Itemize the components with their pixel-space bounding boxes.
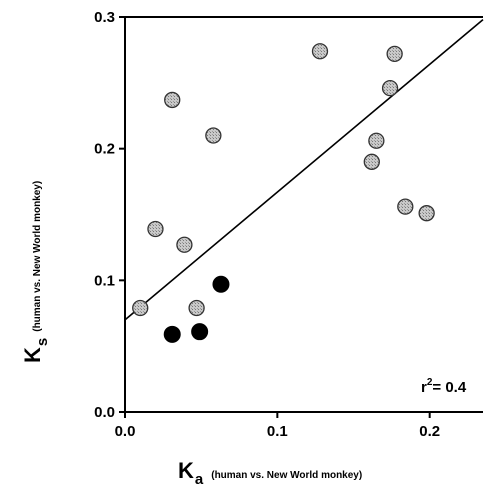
- data-point-grey: [188, 299, 205, 317]
- x-axis-label: Ka (human vs. New World monkey): [178, 458, 362, 488]
- y-tick-label: 0.2: [94, 141, 115, 158]
- x-tick-label: 0.1: [267, 423, 288, 440]
- y-tick-label: 0.1: [94, 272, 115, 289]
- data-point-grey: [176, 236, 193, 253]
- data-point-grey: [368, 132, 385, 149]
- y-tick-label: 0.0: [94, 404, 115, 421]
- y-axis-label-sub: s: [34, 338, 51, 346]
- data-point-black: [163, 325, 181, 343]
- data-point-grey: [363, 153, 380, 170]
- r-squared-value: = 0.4: [432, 379, 466, 396]
- data-point-black: [212, 275, 230, 293]
- r-squared-annotation: r2= 0.4: [421, 377, 467, 396]
- data-point-grey: [381, 79, 399, 97]
- data-point-grey: [397, 198, 414, 215]
- regression-line: [124, 19, 484, 321]
- y-axis-label-main: K: [20, 347, 45, 363]
- y-axis-label: Ks (human vs. New World monkey): [20, 181, 51, 363]
- data-point-black: [191, 323, 209, 341]
- r-squared-superscript: 2: [427, 377, 433, 388]
- r-squared-prefix: r: [421, 379, 427, 396]
- x-axis-label-paren: (human vs. New World monkey): [211, 470, 362, 481]
- y-tick-label: 0.3: [94, 9, 115, 26]
- x-axis-label-main: K: [178, 458, 194, 483]
- data-point-grey: [164, 91, 181, 109]
- x-tick-label: 0.0: [115, 423, 136, 440]
- data-point-grey: [311, 43, 329, 60]
- x-tick-label: 0.2: [419, 423, 440, 440]
- plot-area: 0.0 0.1 0.2 0.3 0.0 0.1 0.2: [94, 9, 484, 440]
- data-point-grey: [147, 220, 164, 238]
- data-point-grey: [418, 205, 435, 222]
- data-point-grey: [386, 45, 403, 63]
- data-point-grey: [132, 299, 149, 317]
- data-point-grey: [205, 127, 222, 144]
- y-axis-label-paren: (human vs. New World monkey): [32, 181, 43, 332]
- x-axis-label-sub: a: [195, 471, 204, 488]
